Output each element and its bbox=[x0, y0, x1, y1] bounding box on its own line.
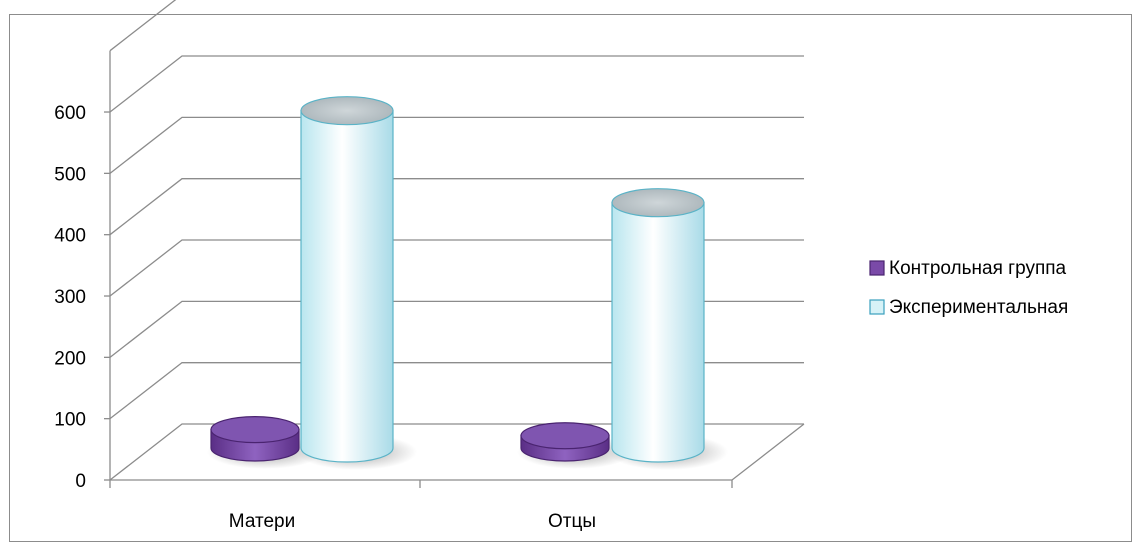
bar-top bbox=[611, 188, 705, 218]
bar-control-Матери bbox=[207, 416, 323, 469]
gridline bbox=[109, 423, 804, 481]
y-tick-label: 400 bbox=[54, 226, 86, 247]
legend: Контрольная группа Экспериментальная bbox=[869, 258, 1068, 318]
y-tick-label: 300 bbox=[54, 287, 86, 308]
y-tick-label: 0 bbox=[75, 471, 86, 492]
legend-label: Контрольная группа bbox=[889, 258, 1067, 279]
bar-top bbox=[300, 96, 394, 126]
gridline bbox=[109, 239, 804, 297]
legend-swatch bbox=[869, 299, 885, 315]
gridline bbox=[109, 362, 804, 420]
bar-control-Отцы bbox=[517, 422, 633, 469]
bars-layer bbox=[207, 96, 728, 470]
bar-experimental-Матери bbox=[297, 96, 417, 470]
axis-layer: 0 100 200 300 400 500 600 Матери Отцы bbox=[54, 50, 733, 532]
gridline bbox=[109, 116, 804, 174]
bar-top bbox=[210, 416, 300, 444]
bar-top bbox=[520, 422, 610, 450]
bar-body bbox=[300, 110, 394, 463]
y-tick-label: 100 bbox=[54, 410, 86, 431]
x-category-label: Матери bbox=[229, 511, 295, 532]
gridline bbox=[109, 0, 177, 52]
grid-layer bbox=[109, 0, 805, 481]
legend-label: Экспериментальная bbox=[889, 297, 1068, 318]
bar-body bbox=[611, 202, 705, 463]
y-tick-label: 500 bbox=[54, 164, 86, 185]
x-category-label: Отцы bbox=[548, 511, 596, 532]
gridline bbox=[109, 178, 804, 236]
y-tick-label: 600 bbox=[54, 103, 86, 124]
y-tick-label: 200 bbox=[54, 348, 86, 369]
legend-swatch bbox=[869, 260, 885, 276]
gridline bbox=[109, 55, 804, 113]
gridline bbox=[109, 300, 804, 358]
bar-experimental-Отцы bbox=[608, 188, 728, 470]
